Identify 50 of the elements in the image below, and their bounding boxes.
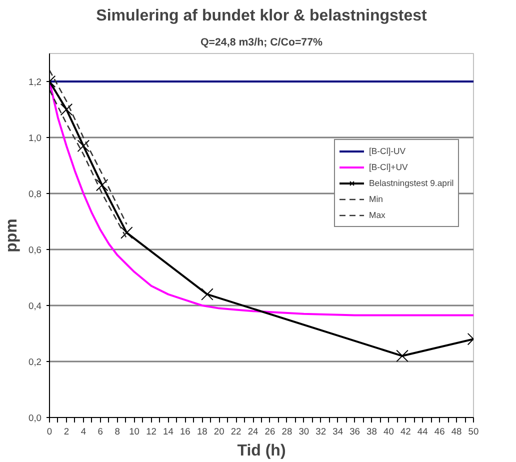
x-tick-label: 24 bbox=[248, 426, 258, 436]
line-series bbox=[50, 70, 128, 225]
x-tick-label: 32 bbox=[316, 426, 326, 436]
point bbox=[96, 178, 108, 192]
chart-title: Simulering af bundet klor & belastningstest bbox=[96, 8, 428, 24]
point bbox=[77, 140, 90, 152]
legend-label: Max bbox=[369, 209, 386, 222]
x-tick-label: 28 bbox=[282, 426, 292, 436]
x-tick-label: 12 bbox=[146, 426, 156, 436]
y-tick-label: 0,8 bbox=[28, 189, 42, 199]
x-tick-label: 44 bbox=[417, 426, 428, 436]
x-tick-label: 42 bbox=[400, 426, 411, 436]
x-tick-label: 50 bbox=[468, 426, 479, 436]
legend-label: [B-Cl]-UV bbox=[369, 145, 406, 158]
x-tick-label: 46 bbox=[434, 426, 445, 436]
x-tick-label: 4 bbox=[80, 426, 86, 436]
x-tick-label: 34 bbox=[332, 426, 344, 436]
x-tick-label: 8 bbox=[114, 426, 120, 436]
x-tick-label: 48 bbox=[451, 426, 462, 436]
y-tick-label: 0,0 bbox=[28, 413, 42, 423]
y-tick-label: 1,0 bbox=[28, 133, 42, 143]
point bbox=[60, 103, 73, 116]
y-axis-title: ppm bbox=[4, 218, 21, 252]
x-tick-label: 14 bbox=[163, 426, 174, 436]
x-tick-label: 40 bbox=[384, 426, 394, 436]
x-tick-label: 38 bbox=[366, 426, 377, 436]
y-tick-label: 1,2 bbox=[28, 77, 42, 87]
y-tick-label: 0,6 bbox=[28, 245, 42, 255]
x-tick-label: 20 bbox=[214, 426, 224, 436]
x-tick-label: 0 bbox=[46, 426, 52, 436]
legend-label: [B-Cl]+UV bbox=[369, 161, 408, 174]
x-tick-label: 16 bbox=[180, 426, 190, 436]
x-tick-label: 18 bbox=[196, 426, 208, 436]
x-tick-label: 26 bbox=[264, 426, 276, 436]
x-tick-label: 22 bbox=[230, 426, 242, 436]
x-tick-label: 36 bbox=[350, 426, 360, 436]
x-axis-title: Tid (h) bbox=[237, 442, 286, 460]
x-tick-label: 6 bbox=[98, 426, 103, 436]
point bbox=[396, 350, 408, 362]
y-tick-label: 0,4 bbox=[28, 301, 42, 311]
legend-label: Min bbox=[369, 193, 384, 206]
line-series bbox=[50, 89, 128, 239]
x-tick-label: 10 bbox=[129, 426, 140, 436]
legend-label: Belastningstest 9.april bbox=[369, 177, 454, 190]
point bbox=[201, 288, 214, 300]
point bbox=[120, 226, 133, 239]
x-tick-label: 2 bbox=[64, 426, 70, 436]
chart-subtitle: Q=24,8 m3/h; C/Co=77% bbox=[200, 36, 324, 48]
x-tick-label: 30 bbox=[298, 426, 310, 436]
y-tick-label: 0,2 bbox=[28, 357, 42, 367]
